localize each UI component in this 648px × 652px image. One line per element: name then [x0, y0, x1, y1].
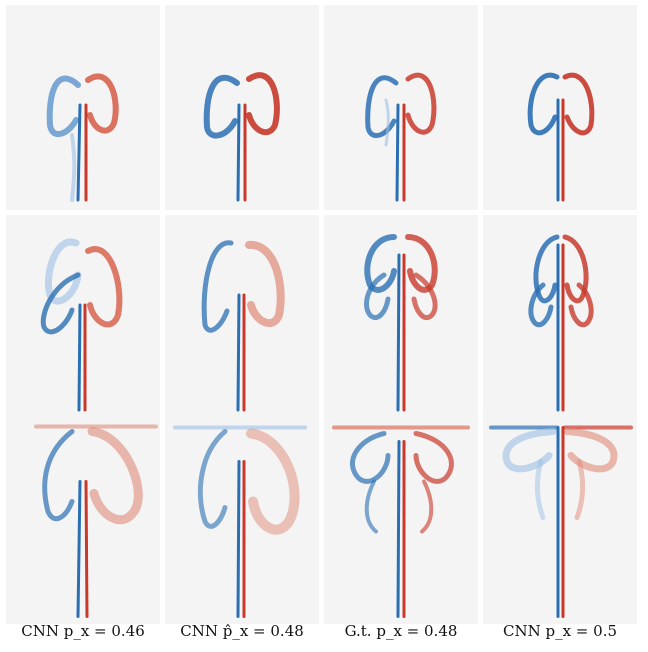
- vorticity-plume-r3c2: [173, 425, 307, 618]
- panel-row1-col1: [6, 5, 160, 210]
- panel-row2-col3: [324, 215, 478, 420]
- panel-row3-col3: [324, 419, 478, 624]
- panel-row3-col2: [165, 419, 319, 624]
- vorticity-plume-r3c3: [332, 425, 470, 618]
- vorticity-plume-r2c1: [40, 238, 123, 412]
- caption-col4: CNN p_x = 0.5: [502, 622, 618, 640]
- vorticity-plume-r2c2: [201, 240, 285, 412]
- panel-row3-col4: [483, 419, 637, 624]
- panel-row2-col4: [483, 215, 637, 420]
- vorticity-plume-r2c4: [528, 234, 594, 412]
- vorticity-plume-r1c4: [527, 72, 595, 202]
- vorticity-plume-r3c4: [489, 425, 633, 618]
- vorticity-plume-r2c3: [364, 234, 438, 412]
- panel-row2-col1: [6, 215, 160, 420]
- vorticity-plume-r3c1: [34, 424, 158, 618]
- vorticity-plume-r1c3: [365, 72, 437, 202]
- panel-row1-col3: [324, 5, 478, 210]
- caption-col2: CNN p̂_x = 0.48: [180, 622, 304, 640]
- panel-row3-col1: [6, 419, 160, 624]
- vorticity-plume-r1c2: [203, 72, 280, 202]
- vorticity-plume-r1c1: [46, 73, 119, 202]
- caption-col1: CNN p_x = 0.46: [21, 622, 145, 640]
- caption-col3: G.t. p_x = 0.48: [344, 622, 458, 640]
- caption-row: CNN p_x = 0.46 CNN p̂_x = 0.48 G.t. p_x …: [0, 622, 648, 648]
- panel-row1-col4: [483, 5, 637, 210]
- panel-row1-col2: [165, 5, 319, 210]
- panel-row2-col2: [165, 215, 319, 420]
